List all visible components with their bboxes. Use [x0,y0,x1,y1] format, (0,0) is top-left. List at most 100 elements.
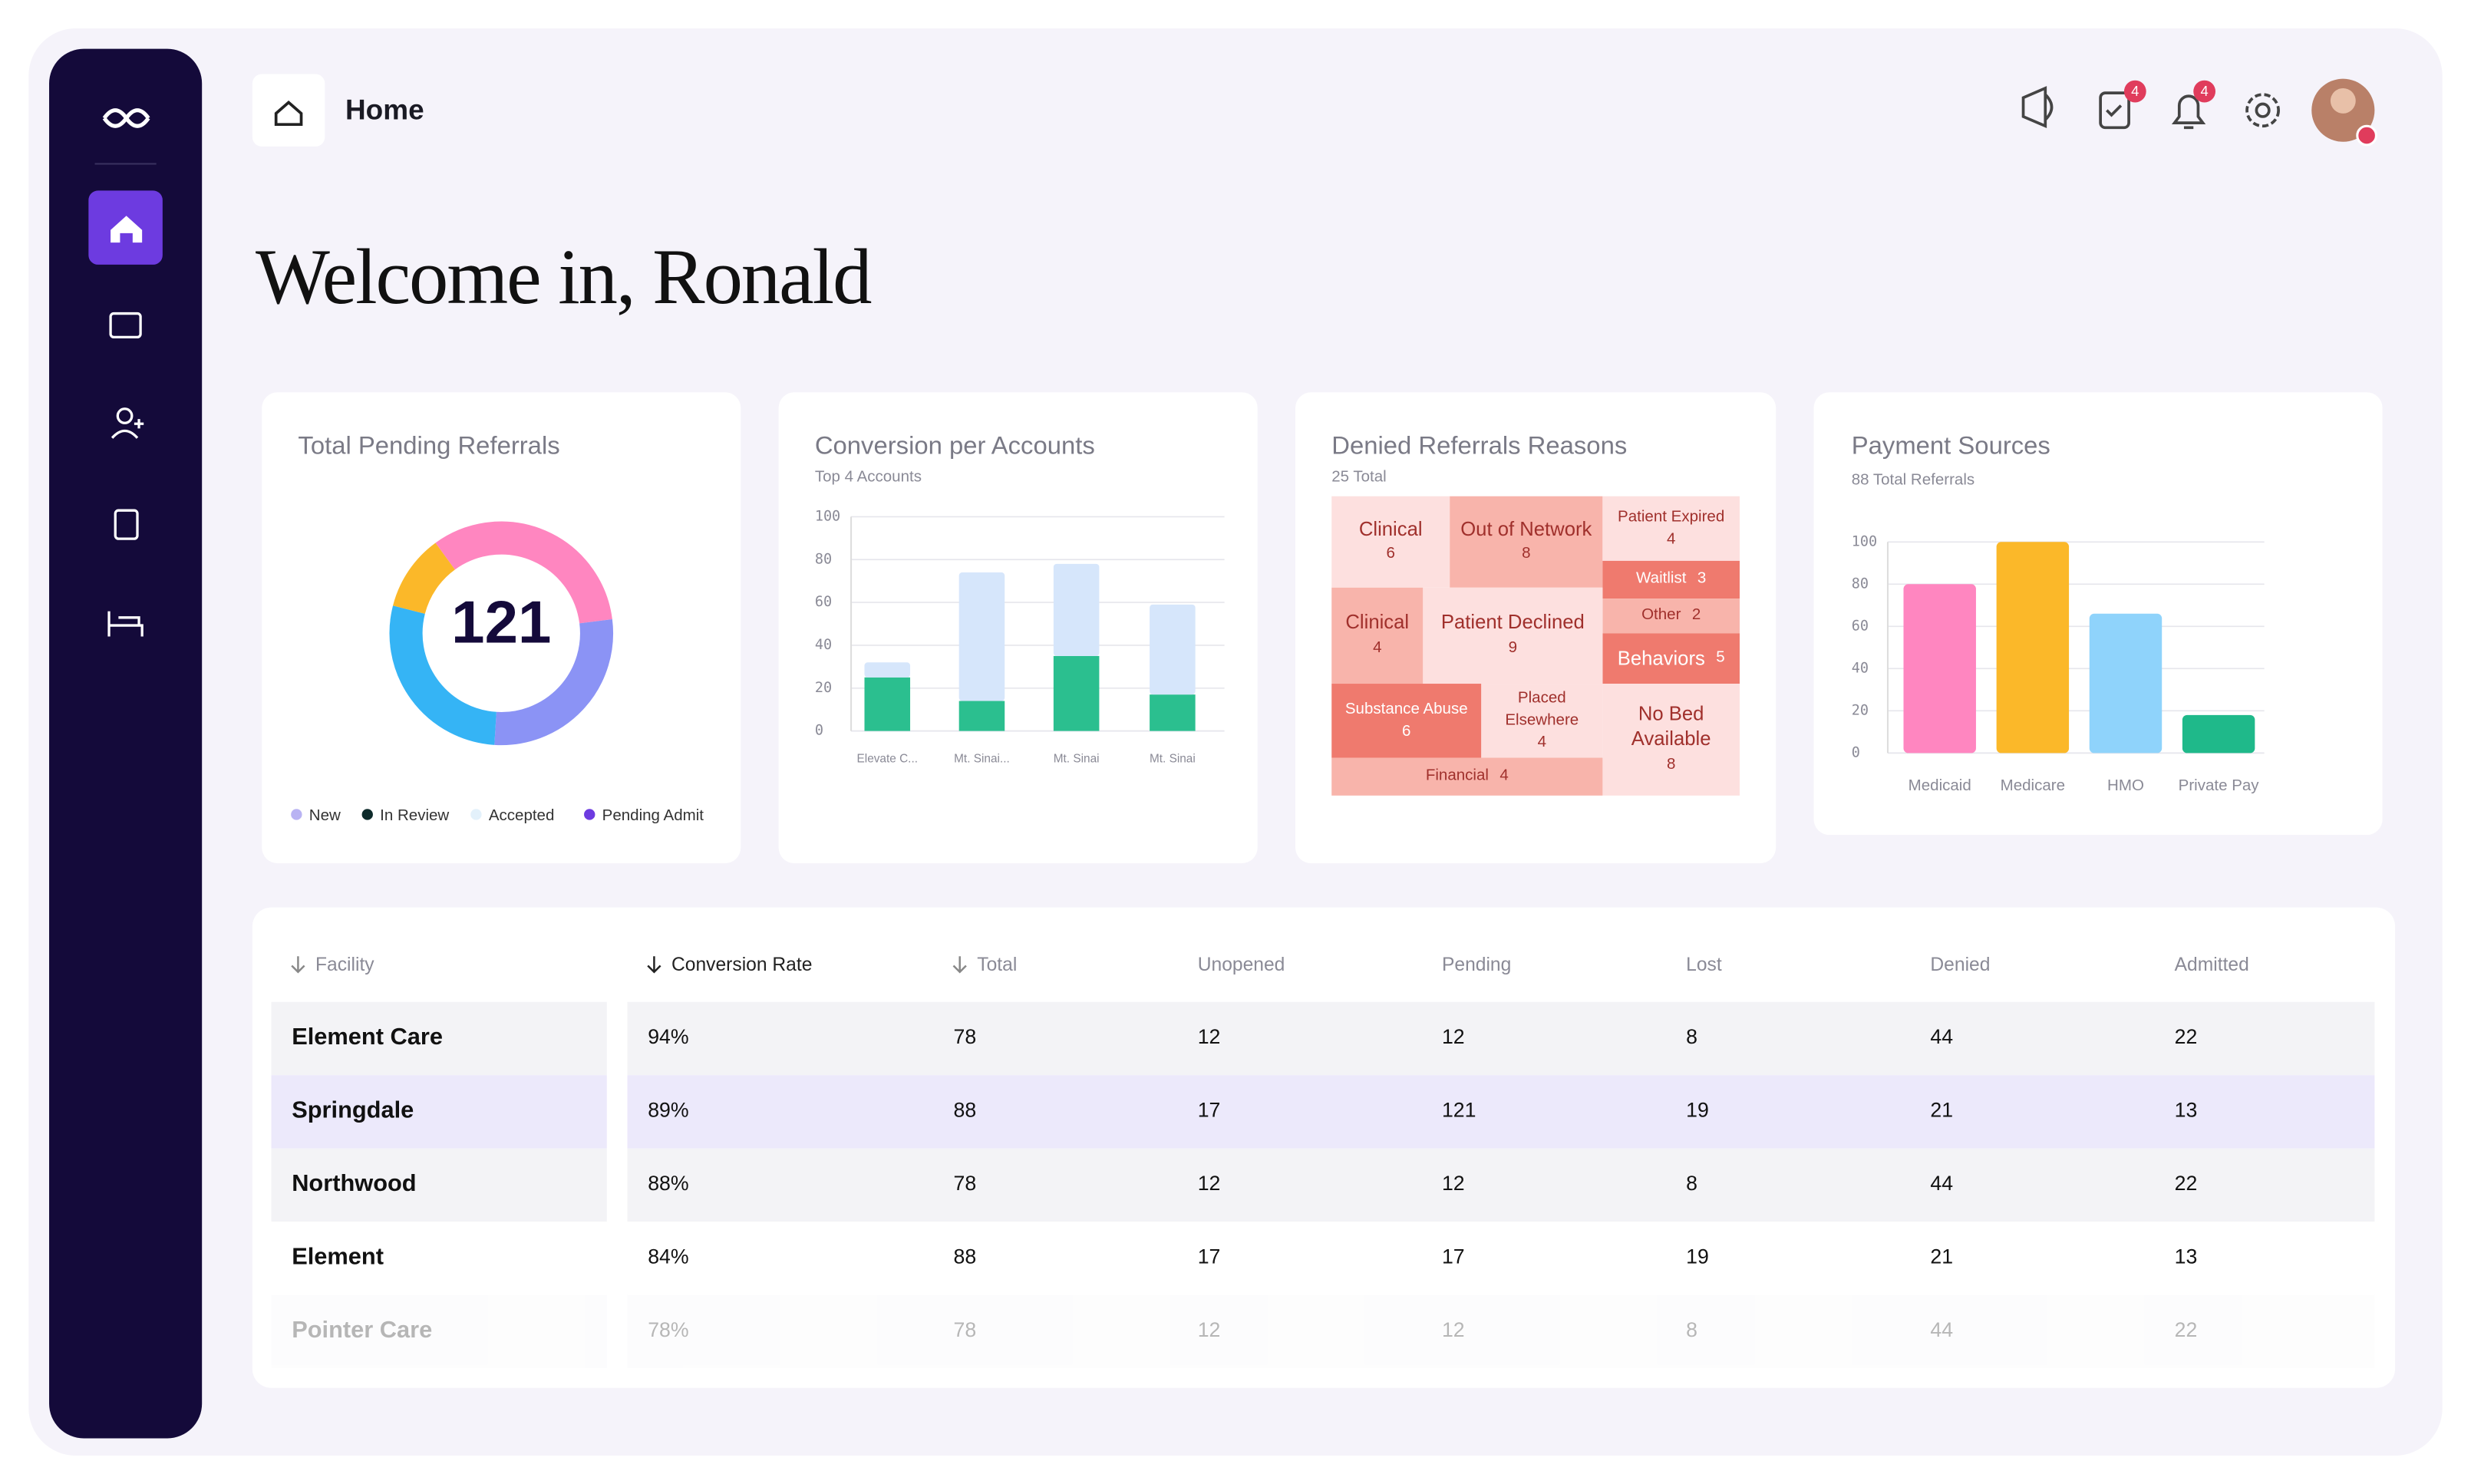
row-bg [271,1294,607,1369]
bar-segment [864,677,911,731]
card-title: Total Pending Referrals [298,431,559,460]
x-tick-label: Mt. Sinai [1054,753,1100,766]
column-header: Denied [1930,955,1990,975]
treemap-cell [1602,633,1740,684]
cell-text: Placed Elsewhere 4 [1481,684,1602,757]
y-tick-label: 100 [815,508,840,524]
cell-label: Patient Declined 9 [1441,612,1585,657]
cell-label: Placed Elsewhere [1505,689,1579,729]
bar-segment [1150,604,1196,695]
cell-text: Out of Network 8 [1450,496,1602,588]
y-tick-label: 0 [815,723,823,739]
cell: 17 [1442,1245,1465,1268]
status-dot [2356,124,2377,147]
column-header: Facility [315,955,374,975]
table-row[interactable]: Pointer Care 78% 78 12 12 8 44 22 [271,1294,2375,1369]
cell-value: 5 [1716,648,1725,666]
sort-arrow [952,956,967,974]
column-header: Lost [1686,955,1722,975]
treemap-cell [1331,496,1450,588]
table-row[interactable]: Element 84% 88 17 17 19 21 13 [271,1222,2375,1295]
cell: 78% [648,1318,688,1341]
bar-segment [864,662,911,678]
treemap-cell [1481,684,1603,758]
cell-value: 4 [1666,529,1676,548]
page-title: Home [345,94,424,126]
y-tick-label: 20 [815,680,832,696]
badge-count: 4 [2201,83,2209,99]
home-icon [111,216,143,243]
bell-icon[interactable] [2171,94,2206,130]
cell-value: 4 [1373,638,1382,657]
bar [2089,613,2163,754]
cell: 84% [648,1245,688,1268]
cell: 12 [1442,1172,1465,1195]
badge [2123,80,2146,103]
nav-report[interactable] [114,509,139,540]
cell: 17 [1198,1245,1221,1268]
treemap-cell [1331,587,1424,684]
row-bg [627,1001,2375,1076]
cell: Element [292,1243,384,1270]
treemap-cell [1602,599,1740,634]
cell-label: Patient Expired [1618,508,1725,526]
y-tick-label: 80 [815,551,832,567]
tasks-icon[interactable] [2099,91,2130,130]
x-tick-label: Elevate C... [857,753,918,766]
table-row[interactable]: Springdale 89% 88 17 121 19 21 13 [271,1075,2375,1149]
cell: 12 [1442,1318,1465,1341]
column-header: Total [977,955,1017,975]
row-bg [627,1222,2375,1295]
gear-hub [2255,102,2271,118]
donut-segment [389,605,497,745]
x-tick-label: Medicare [2001,777,2065,794]
card-title: Conversion per Accounts [815,431,1095,460]
cell: Springdale [292,1097,414,1123]
table-row[interactable]: Northwood 88% 78 12 12 8 44 22 [271,1148,2375,1222]
card-subtitle: Top 4 Accounts [815,468,922,486]
cell: 22 [2175,1318,2198,1341]
cell-label: Clinical 4 [1331,588,1423,684]
announce-icon[interactable] [2021,86,2054,129]
table-row[interactable]: Element Care 94% 78 12 12 8 44 22 [271,1001,2375,1076]
cell: 12 [1198,1025,1221,1048]
cell-text: Patient Expired 4 [1602,496,1740,561]
cell-text: Substance Abuse 6 [1331,684,1481,757]
cell-text: Other 2 [1602,599,1740,633]
cell: 12 [1198,1172,1221,1195]
cell: 78 [953,1318,976,1341]
cell-value: 3 [1697,570,1707,588]
cell: 121 [1442,1098,1476,1121]
home-box[interactable] [252,74,325,147]
cell: 8 [1686,1025,1697,1048]
card-title: Payment Sources [1852,431,2050,460]
settings-icon[interactable] [2245,93,2280,128]
card [778,392,1258,864]
y-tick-label: 40 [815,637,832,653]
cell-label: Out of Network 8 [1450,496,1602,588]
treemap-cell [1602,684,1740,796]
sort-arrow [291,956,305,974]
nav-beds[interactable] [107,611,144,637]
cell-label: Financial 4 [1426,767,1509,785]
nav-add-user[interactable] [116,407,134,424]
cell: 22 [2175,1025,2198,1048]
cell: 89% [648,1098,688,1121]
donut-total: 121 [451,589,551,656]
cell-text: No Bed Available 8 [1602,684,1740,796]
nav-id[interactable] [109,312,142,339]
row-bg [271,1222,607,1295]
x-tick-label: Mt. Sinai... [954,753,1010,766]
sort-arrow [647,956,661,974]
cell-label: Waitlist [1636,570,1687,588]
card-subtitle: 88 Total Referrals [1852,471,1974,489]
avatar-face [2330,87,2356,114]
cell: 44 [1930,1318,1953,1341]
logo [102,108,150,128]
cell: 17 [1198,1098,1221,1121]
card [262,392,741,864]
cell-label: Clinical [1345,611,1410,634]
cell: 13 [2175,1098,2198,1121]
cell-text: Clinical 4 [1331,588,1423,684]
cell: 19 [1686,1098,1709,1121]
